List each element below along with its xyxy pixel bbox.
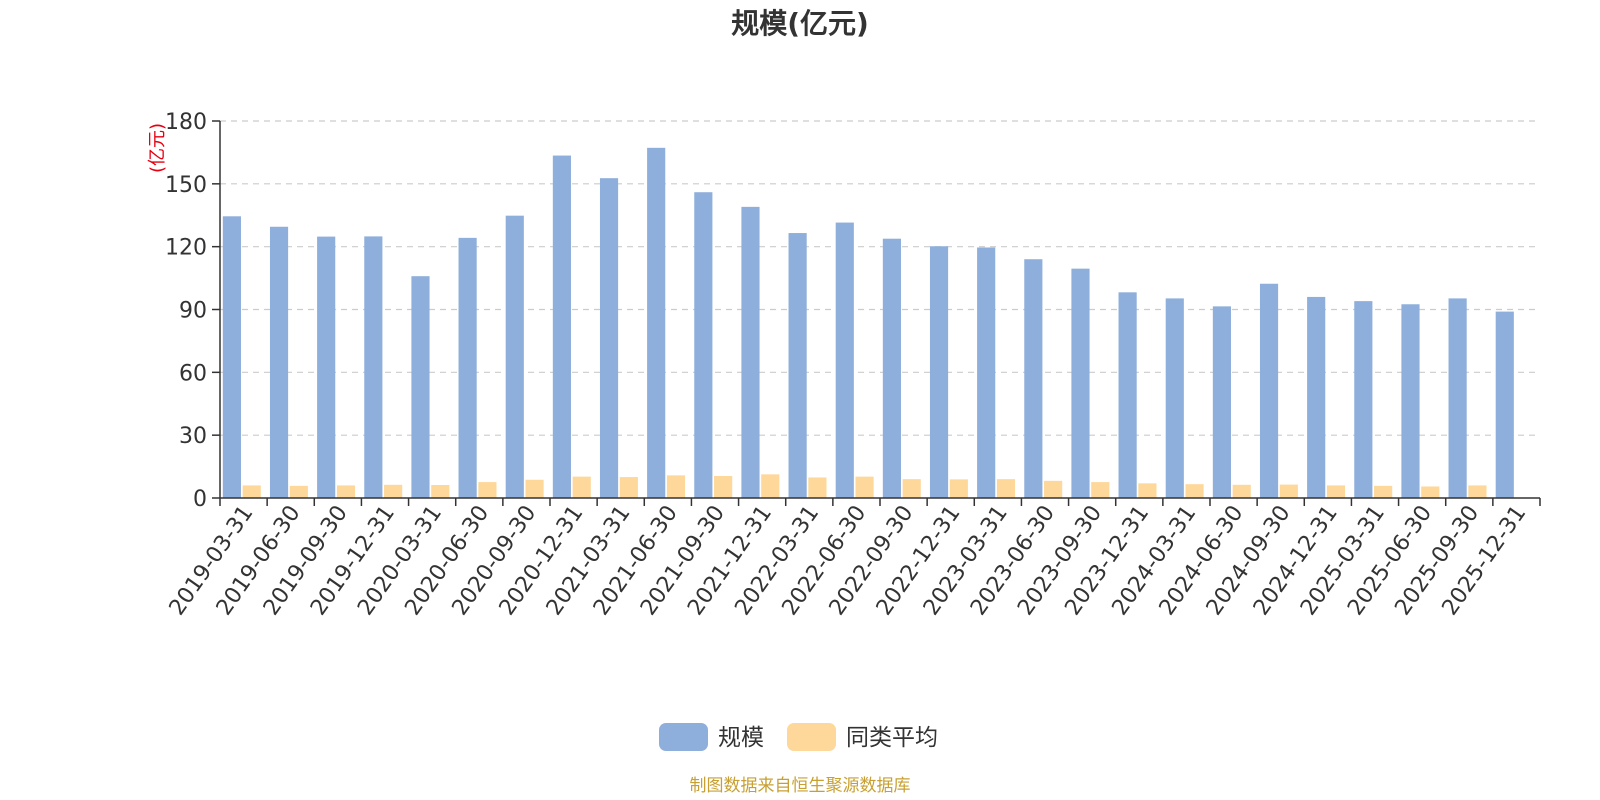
bar-series-1[interactable] — [1165, 298, 1184, 498]
bar-series-2[interactable] — [666, 475, 686, 498]
bar-series-1[interactable] — [882, 238, 901, 498]
y-tick-label: 0 — [193, 487, 207, 512]
bar-series-2[interactable] — [431, 485, 450, 498]
bar-series-2[interactable] — [1421, 486, 1440, 498]
bar-series-2[interactable] — [619, 477, 638, 498]
bar-series-2[interactable] — [761, 474, 780, 498]
legend-label-series-2: 同类平均 — [846, 725, 938, 751]
legend-item-series-2[interactable]: 同类平均 — [787, 723, 938, 751]
bar-series-1[interactable] — [977, 247, 996, 499]
bar-series-1[interactable] — [694, 192, 713, 498]
bar-series-2[interactable] — [242, 485, 261, 498]
bar-series-1[interactable] — [364, 236, 383, 498]
legend-item-series-1[interactable]: 规模 — [659, 723, 764, 751]
bar-series-2[interactable] — [572, 476, 591, 498]
y-tick-label: 180 — [165, 110, 207, 135]
bar-series-1[interactable] — [1259, 283, 1279, 498]
bar-series-2[interactable] — [1279, 484, 1298, 498]
bar-series-1[interactable] — [1212, 306, 1231, 498]
bar-series-1[interactable] — [411, 276, 430, 498]
bar-series-2[interactable] — [1091, 482, 1110, 498]
bar-series-1[interactable] — [788, 233, 807, 499]
bar-series-1[interactable] — [1401, 304, 1420, 498]
bar-series-2[interactable] — [1232, 484, 1251, 498]
bar-series-1[interactable] — [1024, 259, 1043, 498]
bar-series-1[interactable] — [505, 215, 524, 499]
bar-series-2[interactable] — [525, 479, 544, 498]
bar-series-2[interactable] — [996, 479, 1016, 498]
legend[interactable]: 规模 同类平均 — [659, 723, 938, 751]
y-tick-label: 150 — [165, 173, 207, 198]
bar-series-1[interactable] — [1071, 268, 1090, 498]
x-axis-ticks: 2019-03-312019-06-302019-09-302019-12-31… — [165, 498, 1541, 620]
bar-series-2[interactable] — [949, 479, 968, 498]
y-tick-label: 90 — [179, 299, 207, 324]
bar-series-2[interactable] — [1326, 485, 1346, 498]
legend-swatch-series-2 — [787, 723, 836, 751]
bar-series-2[interactable] — [1185, 484, 1204, 498]
bar-series-2[interactable] — [384, 484, 403, 498]
bar-series-2[interactable] — [1138, 483, 1157, 498]
bar-series-2[interactable] — [1044, 480, 1063, 498]
bars — [222, 147, 1514, 499]
bar-series-2[interactable] — [902, 479, 921, 498]
bar-series-1[interactable] — [599, 178, 619, 498]
bar-series-2[interactable] — [289, 485, 308, 498]
bar-series-1[interactable] — [929, 246, 949, 498]
bar-series-2[interactable] — [336, 485, 356, 498]
y-axis-unit-label: (亿元) — [147, 123, 168, 173]
bar-series-1[interactable] — [222, 216, 241, 499]
bar-series-1[interactable] — [647, 147, 666, 498]
bar-series-1[interactable] — [741, 206, 760, 498]
legend-swatch-series-1 — [659, 723, 708, 751]
y-tick-label: 120 — [165, 236, 207, 261]
y-tick-label: 30 — [179, 424, 207, 449]
bar-series-2[interactable] — [478, 482, 497, 498]
bar-series-2[interactable] — [855, 476, 874, 498]
bar-series-1[interactable] — [1118, 292, 1137, 498]
legend-label-series-1: 规模 — [718, 725, 764, 751]
chart-title: 规模(亿元) — [731, 7, 869, 40]
bar-series-2[interactable] — [714, 476, 733, 498]
bar-series-1[interactable] — [269, 226, 289, 498]
data-source-note: 制图数据来自恒生聚源数据库 — [690, 776, 911, 796]
bar-series-2[interactable] — [808, 477, 827, 498]
bar-series-1[interactable] — [835, 222, 854, 498]
bar-series-1[interactable] — [317, 236, 336, 499]
y-tick-label: 60 — [179, 361, 207, 386]
bar-series-1[interactable] — [1448, 298, 1467, 498]
y-axis-ticks: 0 30 60 90 120 150 180 — [165, 110, 220, 512]
bar-series-1[interactable] — [1307, 296, 1326, 498]
bar-series-1[interactable] — [458, 237, 477, 498]
bar-series-1[interactable] — [552, 155, 571, 498]
bar-series-2[interactable] — [1374, 485, 1393, 498]
bar-series-2[interactable] — [1468, 485, 1487, 498]
bar-series-1[interactable] — [1495, 311, 1514, 498]
bar-series-1[interactable] — [1354, 301, 1373, 498]
